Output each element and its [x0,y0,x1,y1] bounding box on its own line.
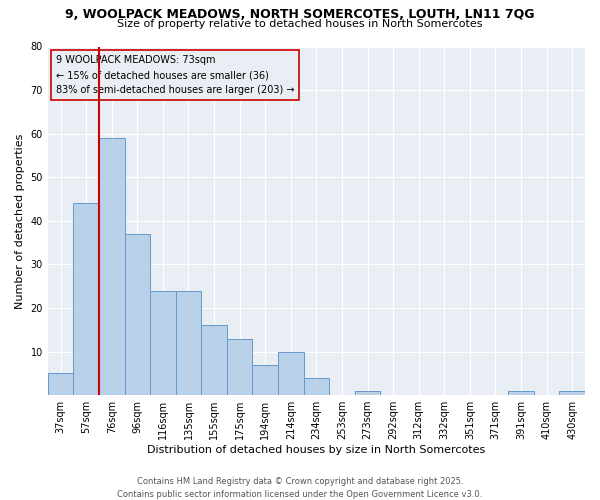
Bar [227,338,253,395]
Bar [176,290,201,395]
Bar [48,374,73,395]
Y-axis label: Number of detached properties: Number of detached properties [15,133,25,308]
Bar [559,391,585,395]
X-axis label: Distribution of detached houses by size in North Somercotes: Distribution of detached houses by size … [147,445,485,455]
Bar [278,352,304,395]
Bar [355,391,380,395]
Bar [201,326,227,395]
Text: Contains HM Land Registry data © Crown copyright and database right 2025.
Contai: Contains HM Land Registry data © Crown c… [118,478,482,499]
Bar [304,378,329,395]
Bar [253,364,278,395]
Bar [150,290,176,395]
Bar [125,234,150,395]
Bar [73,204,99,395]
Text: 9 WOOLPACK MEADOWS: 73sqm
← 15% of detached houses are smaller (36)
83% of semi-: 9 WOOLPACK MEADOWS: 73sqm ← 15% of detac… [56,55,295,95]
Bar [99,138,125,395]
Text: Size of property relative to detached houses in North Somercotes: Size of property relative to detached ho… [117,19,483,29]
Text: 9, WOOLPACK MEADOWS, NORTH SOMERCOTES, LOUTH, LN11 7QG: 9, WOOLPACK MEADOWS, NORTH SOMERCOTES, L… [65,8,535,20]
Bar [508,391,534,395]
